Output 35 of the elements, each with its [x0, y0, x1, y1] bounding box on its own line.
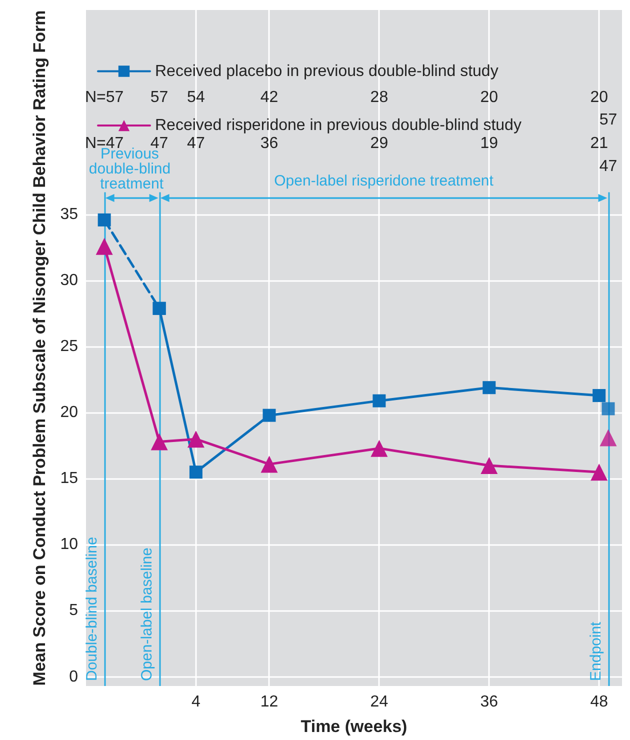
y-tick-label: 0 [69, 668, 78, 686]
y-tick-label: 35 [60, 206, 78, 224]
x-tick-label: 48 [590, 694, 608, 710]
x-axis-title: Time (weeks) [300, 717, 408, 736]
annotation: 36 [260, 135, 278, 152]
y-axis-title: Mean Score on Conduct Problem Subscale of Nisonger Child Behavior Rating Form [30, 10, 49, 686]
annotation: 42 [260, 88, 278, 106]
y-tick-label: 10 [60, 536, 78, 554]
annotation: 21 [590, 135, 608, 152]
y-tick-label: 30 [60, 272, 78, 290]
ref-line-label: Endpoint [587, 620, 604, 681]
annotation: 20 [480, 88, 498, 106]
y-tick-label: 20 [60, 404, 78, 422]
y-tick-label: 5 [69, 602, 78, 620]
annotation: 54 [187, 88, 205, 106]
x-tick-label: 24 [370, 694, 388, 710]
annotation: 20 [590, 88, 608, 106]
legend-label: Received risperidone in previous double-blind study [155, 117, 522, 134]
annotation: N=57 [84, 88, 124, 106]
legend-label: Received placebo in previous double-blind study [155, 62, 498, 80]
ref-line-label: Open-label baseline [138, 548, 156, 681]
ref-line-label: Double-blind baseline [83, 536, 100, 681]
x-tick-label: 4 [191, 694, 200, 710]
x-tick-label: 12 [260, 694, 278, 710]
y-tick-label: 15 [60, 470, 78, 488]
y-tick-label: 25 [60, 338, 78, 356]
annotation: 28 [370, 88, 388, 106]
annotation: 19 [480, 135, 498, 152]
annotation: 47 [599, 158, 618, 175]
annotation: 47 [187, 135, 205, 152]
annotation: 29 [370, 135, 388, 152]
x-tick-label: 36 [480, 694, 498, 710]
annotation: Open-label risperidone treatment [274, 172, 494, 190]
annotation: 57 [599, 111, 618, 128]
annotation: 57 [150, 88, 168, 106]
